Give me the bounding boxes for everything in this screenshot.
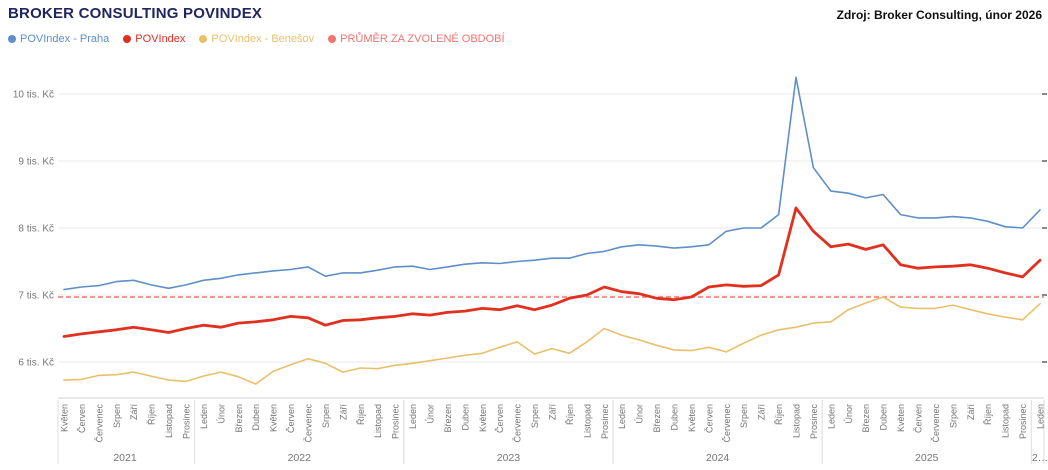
legend-marker-icon <box>199 35 208 43</box>
svg-text:Květen: Květen <box>60 404 70 432</box>
svg-text:Říjen: Říjen <box>356 404 366 425</box>
chart-legend: POVIndex - Praha POVIndex POVIndex - Beneš… <box>8 33 505 45</box>
legend-item-2[interactable]: POVIndex - Benešov <box>199 33 314 45</box>
svg-text:Listopad: Listopad <box>1001 404 1011 438</box>
legend-marker-icon <box>123 35 132 43</box>
svg-text:Březen: Březen <box>652 404 662 433</box>
year-label-2022: 2022 <box>288 452 312 464</box>
svg-text:Srpen: Srpen <box>948 404 958 428</box>
svg-text:Červen: Červen <box>286 404 296 433</box>
svg-text:Červenec: Červenec <box>513 404 523 443</box>
svg-text:Srpen: Srpen <box>739 404 749 428</box>
svg-text:Prosinec: Prosinec <box>182 404 192 440</box>
series-line-1 <box>62 206 1042 338</box>
svg-text:Duben: Duben <box>879 404 889 431</box>
svg-text:Červen: Červen <box>495 404 505 433</box>
svg-text:Září: Září <box>757 404 767 421</box>
svg-text:7 tis. Kč: 7 tis. Kč <box>18 291 54 302</box>
svg-text:Srpen: Srpen <box>112 404 122 428</box>
svg-text:Červen: Červen <box>914 404 924 433</box>
povindex-line-chart: 6 tis. Kč 7 tis. Kč 8 tis. Kč 9 tis. Kč 10 t… <box>13 76 1048 464</box>
svg-text:Březen: Březen <box>234 404 244 433</box>
svg-text:Leden: Leden <box>1036 404 1046 429</box>
svg-text:Říjen: Říjen <box>565 404 575 425</box>
y-axis-labels: 6 tis. Kč 7 tis. Kč 8 tis. Kč 9 tis. Kč 10 t… <box>13 90 54 369</box>
svg-text:Květen: Květen <box>896 404 906 432</box>
svg-text:Únor: Únor <box>426 404 436 424</box>
legend-label: POVIndex <box>135 33 186 45</box>
series-line-2 <box>63 296 1041 385</box>
svg-text:Květen: Květen <box>687 404 697 432</box>
svg-text:Červenec: Červenec <box>304 404 314 443</box>
svg-text:Květen: Květen <box>478 404 488 432</box>
legend-marker-icon <box>328 35 337 43</box>
svg-text:6 tis. Kč: 6 tis. Kč <box>18 358 54 369</box>
svg-text:Červenec: Červenec <box>931 404 941 443</box>
svg-text:Březen: Březen <box>443 404 453 433</box>
svg-text:Říjen: Říjen <box>147 404 157 425</box>
svg-text:Srpen: Srpen <box>321 404 331 428</box>
svg-text:Červen: Červen <box>704 404 714 433</box>
svg-text:Červen: Červen <box>77 404 87 433</box>
svg-text:8 tis. Kč: 8 tis. Kč <box>18 224 54 235</box>
svg-text:Červenec: Červenec <box>94 404 104 443</box>
svg-text:Duben: Duben <box>460 404 470 431</box>
legend-label: PRŮMĚR ZA ZVOLENÉ OBDOBÍ <box>340 33 505 45</box>
svg-text:Květen: Květen <box>269 404 279 432</box>
svg-text:Únor: Únor <box>635 404 645 424</box>
legend-label: POVIndex - Praha <box>20 33 110 45</box>
x-axis-month-labels: Květen Červen Červenec Srpen Září Říjen Listop… <box>60 404 1046 443</box>
svg-text:10 tis. Kč: 10 tis. Kč <box>13 90 54 101</box>
svg-text:Leden: Leden <box>826 404 836 429</box>
svg-text:Únor: Únor <box>844 404 854 424</box>
svg-text:Srpen: Srpen <box>530 404 540 428</box>
year-label-2023: 2023 <box>497 452 521 464</box>
svg-text:Září: Září <box>338 404 348 421</box>
svg-text:Prosinec: Prosinec <box>1018 404 1028 440</box>
legend-marker-icon <box>8 35 16 43</box>
year-label-2024: 2024 <box>706 452 730 464</box>
svg-text:Duben: Duben <box>251 404 261 431</box>
svg-text:Červenec: Červenec <box>722 404 732 443</box>
legend-item-3[interactable]: PRŮMĚR ZA ZVOLENÉ OBDOBÍ <box>328 33 505 45</box>
svg-text:Prosinec: Prosinec <box>809 404 819 440</box>
svg-text:Září: Září <box>966 404 976 421</box>
svg-text:Listopad: Listopad <box>164 404 174 438</box>
svg-text:Leden: Leden <box>408 404 418 429</box>
svg-text:Listopad: Listopad <box>373 404 383 438</box>
svg-text:Leden: Leden <box>617 404 627 429</box>
svg-text:Únor: Únor <box>216 404 226 424</box>
gridlines <box>58 93 1047 363</box>
year-label-2…: 2… <box>1032 452 1048 464</box>
svg-text:Říjen: Říjen <box>774 404 784 425</box>
svg-text:Říjen: Říjen <box>983 404 993 425</box>
legend-item-0[interactable]: POVIndex - Praha <box>8 33 109 45</box>
svg-text:Prosinec: Prosinec <box>600 404 610 440</box>
svg-text:Listopad: Listopad <box>582 404 592 438</box>
svg-text:Prosinec: Prosinec <box>391 404 401 440</box>
svg-text:Duben: Duben <box>670 404 680 431</box>
year-label-2021: 2021 <box>113 452 137 464</box>
page-title: BROKER CONSULTING POVINDEX <box>8 5 263 22</box>
svg-text:9 tis. Kč: 9 tis. Kč <box>18 157 54 168</box>
svg-text:Leden: Leden <box>199 404 209 429</box>
series-line-0 <box>63 76 1041 291</box>
svg-text:Září: Září <box>129 404 139 421</box>
x-axis-year-labels: 2021 2022 2023 2024 2025 2… <box>57 400 1048 464</box>
svg-text:Březen: Březen <box>861 404 871 433</box>
svg-text:Září: Září <box>548 404 558 421</box>
source-note: Zdroj: Broker Consulting, únor 2026 <box>836 8 1042 22</box>
legend-item-1[interactable]: POVIndex <box>123 33 185 45</box>
svg-text:Listopad: Listopad <box>792 404 802 438</box>
year-label-2025: 2025 <box>915 452 939 464</box>
legend-label: POVIndex - Benešov <box>211 33 315 45</box>
